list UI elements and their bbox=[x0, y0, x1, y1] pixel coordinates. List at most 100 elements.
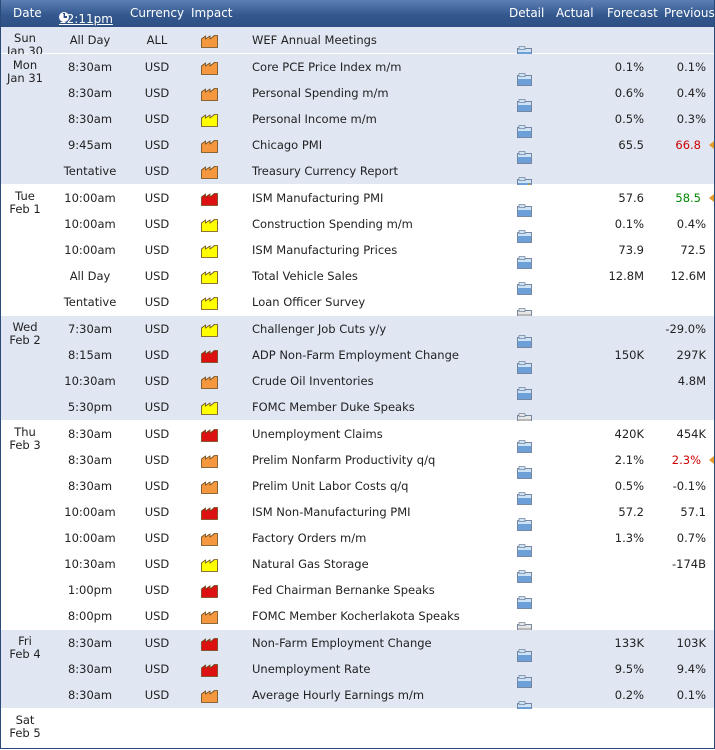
event-title[interactable]: Factory Orders m/m bbox=[252, 531, 367, 545]
table-row[interactable]: 10:30am USD Crude Oil Inventories 4.8M bbox=[1, 368, 714, 400]
table-row[interactable]: 8:30am USD Non-Farm Employment Change 133K 1… bbox=[1, 630, 714, 662]
event-title[interactable]: Personal Spending m/m bbox=[252, 86, 389, 100]
table-row[interactable]: 8:30am USD Unemployment Rate 9.5% 9.4% bbox=[1, 656, 714, 688]
table-row[interactable]: 8:30am USD Average Hourly Earnings m/m 0.2%… bbox=[1, 682, 714, 714]
table-row[interactable]: Tentative USD Treasury Currency Report bbox=[1, 158, 714, 192]
event-title[interactable]: Unemployment Claims bbox=[252, 427, 383, 441]
detail-folder-icon[interactable] bbox=[517, 204, 532, 217]
event-previous: 103K bbox=[676, 636, 707, 650]
impact-medium-icon bbox=[201, 62, 219, 75]
revision-arrow-icon[interactable] bbox=[709, 456, 714, 464]
impact-medium-icon bbox=[201, 140, 219, 153]
table-row[interactable]: 7:30am USD Challenger Job Cuts y/y -29.0% bbox=[1, 316, 714, 348]
event-title[interactable]: Loan Officer Survey bbox=[252, 295, 366, 309]
col-date-header[interactable]: Date bbox=[13, 6, 42, 20]
event-title[interactable]: Unemployment Rate bbox=[252, 662, 371, 676]
detail-folder-icon[interactable] bbox=[517, 335, 532, 348]
event-title[interactable]: Crude Oil Inventories bbox=[252, 374, 374, 388]
event-title[interactable]: Fed Chairman Bernanke Speaks bbox=[252, 583, 435, 597]
table-row[interactable]: 1:00pm USD Fed Chairman Bernanke Speaks bbox=[1, 577, 714, 609]
event-time: 8:30am bbox=[67, 453, 113, 467]
col-actual-header[interactable]: Actual bbox=[556, 6, 594, 20]
col-forecast-header[interactable]: Forecast bbox=[607, 6, 658, 20]
event-title[interactable]: WEF Annual Meetings bbox=[252, 33, 377, 47]
event-title[interactable]: Total Vehicle Sales bbox=[252, 269, 358, 283]
event-title[interactable]: Natural Gas Storage bbox=[252, 557, 369, 571]
detail-folder-icon[interactable] bbox=[517, 282, 532, 295]
event-title[interactable]: ADP Non-Farm Employment Change bbox=[252, 348, 459, 362]
table-row[interactable]: 10:30am USD Natural Gas Storage -174B bbox=[1, 551, 714, 583]
event-title[interactable]: ISM Manufacturing Prices bbox=[252, 243, 398, 257]
impact-medium-icon bbox=[201, 481, 219, 494]
table-row[interactable]: 5:30pm USD FOMC Member Duke Speaks bbox=[1, 394, 714, 426]
detail-folder-icon[interactable] bbox=[517, 492, 532, 505]
detail-folder-icon[interactable] bbox=[517, 125, 532, 138]
detail-folder-icon[interactable] bbox=[517, 99, 532, 112]
day-of-week: Wed bbox=[12, 320, 38, 334]
col-previous-header[interactable]: Previous bbox=[664, 6, 715, 20]
detail-folder-icon[interactable] bbox=[517, 649, 532, 662]
table-row[interactable]: Tentative USD Loan Officer Survey bbox=[1, 289, 714, 321]
revision-arrow-icon[interactable] bbox=[709, 141, 714, 149]
table-row[interactable]: 8:30am USD Prelim Unit Labor Costs q/q 0.5%… bbox=[1, 473, 714, 505]
detail-folder-icon[interactable] bbox=[517, 466, 532, 479]
divider bbox=[1, 53, 714, 54]
event-time: 5:30pm bbox=[67, 400, 113, 414]
table-row[interactable]: 10:00am USD ISM Manufacturing PMI 57.6 58.5 bbox=[1, 185, 714, 217]
event-title[interactable]: Challenger Job Cuts y/y bbox=[252, 322, 387, 336]
col-detail-header[interactable]: Detail bbox=[509, 6, 545, 20]
table-row[interactable]: 8:30am USD Unemployment Claims 420K 454K bbox=[1, 421, 714, 453]
impact-low-icon bbox=[201, 297, 219, 310]
clock-icon bbox=[59, 12, 69, 22]
event-title[interactable]: Prelim Unit Labor Costs q/q bbox=[252, 479, 409, 493]
detail-folder-icon[interactable] bbox=[517, 151, 532, 164]
event-currency: ALL bbox=[146, 33, 168, 47]
table-row[interactable]: 10:00am USD Construction Spending m/m 0.1% 0… bbox=[1, 211, 714, 243]
detail-folder-icon[interactable] bbox=[517, 230, 532, 243]
table-row[interactable]: 8:30am USD Core PCE Price Index m/m 0.1% 0.1… bbox=[1, 54, 714, 86]
impact-low-icon bbox=[201, 559, 219, 572]
event-title[interactable]: FOMC Member Duke Speaks bbox=[252, 400, 415, 414]
table-row[interactable]: All Day USD Total Vehicle Sales 12.8M 12.6M bbox=[1, 263, 714, 295]
day-of-week: Thu bbox=[14, 425, 36, 439]
detail-folder-icon[interactable] bbox=[517, 387, 532, 400]
detail-folder-icon[interactable] bbox=[517, 675, 532, 688]
table-row[interactable]: 10:00am USD ISM Non-Manufacturing PMI 57.2 5… bbox=[1, 499, 714, 531]
detail-folder-icon[interactable] bbox=[517, 73, 532, 86]
event-title[interactable]: Treasury Currency Report bbox=[252, 164, 398, 178]
event-title[interactable]: Construction Spending m/m bbox=[252, 217, 413, 231]
event-title[interactable]: Average Hourly Earnings m/m bbox=[252, 688, 425, 702]
event-forecast: 420K bbox=[614, 427, 645, 441]
event-title[interactable]: Prelim Nonfarm Productivity q/q bbox=[252, 453, 436, 467]
table-row[interactable]: 8:30am USD Personal Spending m/m 0.6% 0.4% bbox=[1, 80, 714, 112]
table-row[interactable]: 8:00pm USD FOMC Member Kocherlakota Speaks bbox=[1, 603, 714, 635]
table-row[interactable]: 9:45am USD Chicago PMI 65.5 66.8 bbox=[1, 132, 714, 164]
table-row[interactable]: 10:00am USD ISM Manufacturing Prices 73.9 72… bbox=[1, 237, 714, 269]
table-row[interactable]: All Day ALL WEF Annual Meetings bbox=[1, 27, 714, 59]
detail-folder-icon[interactable] bbox=[517, 518, 532, 531]
table-row[interactable]: 8:30am USD Prelim Nonfarm Productivity q/q… bbox=[1, 447, 714, 479]
detail-folder-icon[interactable] bbox=[517, 570, 532, 583]
event-title[interactable]: Core PCE Price Index m/m bbox=[252, 60, 402, 74]
detail-folder-icon[interactable] bbox=[517, 596, 532, 609]
event-title[interactable]: ISM Non-Manufacturing PMI bbox=[252, 505, 411, 519]
detail-folder-icon[interactable] bbox=[517, 440, 532, 453]
current-time-link[interactable]: 12:11pm bbox=[59, 12, 113, 26]
revision-arrow-icon[interactable] bbox=[709, 194, 714, 202]
event-title[interactable]: ISM Manufacturing PMI bbox=[252, 191, 384, 205]
event-title[interactable]: Non-Farm Employment Change bbox=[252, 636, 432, 650]
event-title[interactable]: Personal Income m/m bbox=[252, 112, 377, 126]
table-row[interactable]: 8:30am USD Personal Income m/m 0.5% 0.3% bbox=[1, 106, 714, 138]
table-row[interactable]: 10:00am USD Factory Orders m/m 1.3% 0.7% bbox=[1, 525, 714, 557]
table-row[interactable]: 8:15am USD ADP Non-Farm Employment Change 1… bbox=[1, 342, 714, 374]
detail-folder-icon[interactable] bbox=[517, 256, 532, 269]
event-currency: USD bbox=[144, 636, 170, 650]
event-title[interactable]: FOMC Member Kocherlakota Speaks bbox=[252, 609, 460, 623]
event-previous: 58.5 bbox=[675, 191, 701, 205]
col-currency-header[interactable]: Currency bbox=[130, 6, 185, 20]
event-previous: -0.1% bbox=[672, 479, 706, 493]
detail-folder-icon[interactable] bbox=[517, 361, 532, 374]
event-title[interactable]: Chicago PMI bbox=[252, 138, 323, 152]
col-impact-header[interactable]: Impact bbox=[191, 6, 233, 20]
detail-folder-icon[interactable] bbox=[517, 544, 532, 557]
